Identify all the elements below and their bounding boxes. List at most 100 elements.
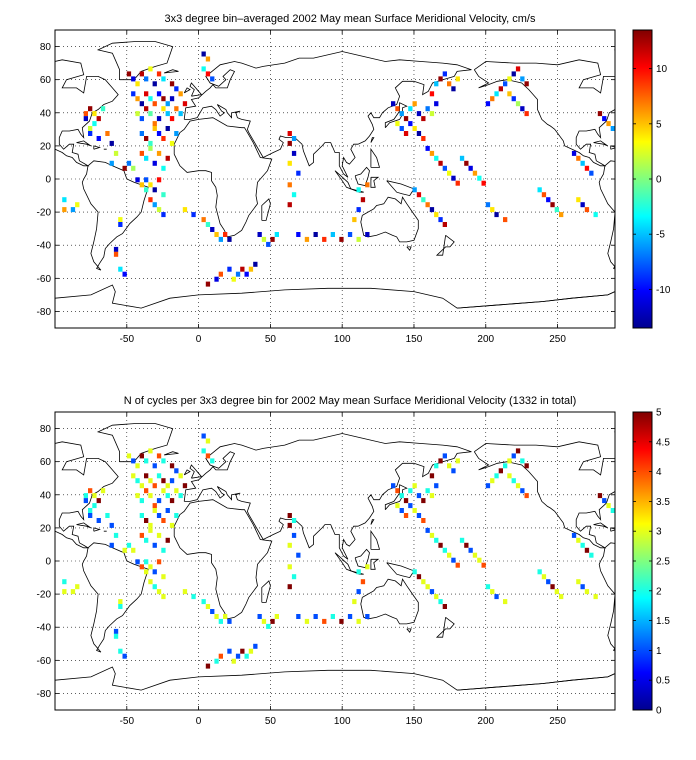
data-cell (191, 212, 196, 218)
data-cell (156, 177, 162, 183)
data-cell (118, 266, 123, 272)
data-cell (92, 121, 97, 127)
colorbar-tick-label: 5 (656, 408, 662, 419)
data-cell (218, 618, 223, 624)
data-cell (178, 493, 183, 499)
x-tick-label: -50 (120, 334, 135, 345)
data-cell (244, 271, 249, 277)
data-cell (451, 468, 456, 474)
coastline (610, 145, 615, 150)
data-cell (214, 276, 219, 282)
data-cell (347, 614, 353, 619)
data-cell (559, 594, 564, 600)
data-cell (131, 473, 136, 479)
data-cell (485, 101, 491, 107)
data-cell (156, 91, 162, 97)
data-cell (169, 522, 175, 528)
data-cell (313, 614, 318, 619)
colorbar-tick-label: 2 (656, 586, 662, 597)
data-cell (148, 145, 153, 151)
data-cell (144, 155, 149, 161)
data-cell (395, 121, 400, 127)
data-cell (152, 463, 157, 469)
y-tick-label: -20 (37, 208, 52, 219)
data-cell (610, 126, 615, 131)
data-cell (352, 599, 357, 605)
data-cell (92, 503, 97, 509)
data-cell (304, 618, 310, 624)
y-tick-label: 20 (40, 141, 52, 152)
data-cell (96, 136, 101, 141)
x-tick-label: 150 (406, 716, 423, 727)
data-cell (403, 498, 409, 504)
data-cell (161, 136, 166, 141)
data-cell (498, 468, 503, 474)
data-cell (507, 76, 512, 82)
data-cell (597, 493, 603, 499)
data-cell (248, 266, 254, 272)
data-cell (118, 599, 123, 605)
data-cell (139, 71, 144, 77)
data-cell (201, 217, 206, 223)
x-tick-label: 0 (196, 334, 202, 345)
coastline (370, 176, 380, 188)
colorbar-tick-label: 3 (656, 527, 662, 538)
data-cell (429, 589, 435, 595)
cycles-colorbar: 0 0.5 1 1.5 2 2.5 3 3.5 4 4.5 5 (632, 408, 670, 717)
data-cell (83, 116, 88, 122)
x-tick-label: 50 (265, 334, 277, 345)
data-cell (227, 648, 232, 654)
data-cell (503, 81, 508, 87)
data-cell (144, 569, 149, 575)
data-cell (602, 116, 607, 122)
y-tick-label: -80 (37, 307, 52, 318)
cycles-map-title: N of cycles per 3x3 degree bin for 2002 … (124, 395, 576, 407)
data-cell (425, 488, 430, 494)
data-cell (494, 473, 499, 479)
data-cell (210, 76, 215, 82)
data-cell (472, 552, 478, 558)
data-cell (485, 584, 491, 590)
data-cell (148, 478, 153, 484)
data-cell (442, 547, 447, 553)
data-cell (105, 131, 110, 136)
data-cell (148, 493, 153, 499)
data-cell (425, 527, 430, 533)
data-cell (511, 71, 516, 77)
y-tick-label: -40 (37, 241, 52, 252)
data-cell (421, 197, 426, 203)
data-cell (490, 96, 495, 102)
data-cell (161, 106, 166, 112)
data-cell (113, 633, 119, 639)
data-cell (438, 217, 443, 223)
data-cell (597, 111, 603, 117)
y-tick-label: 0 (45, 557, 51, 568)
data-cell (161, 76, 166, 82)
data-cell (571, 150, 577, 156)
data-cell (291, 192, 297, 198)
coastline (370, 529, 381, 550)
data-cell (416, 131, 422, 136)
data-cell (161, 594, 166, 600)
y-tick-label: 40 (40, 490, 52, 501)
data-cell (62, 579, 67, 585)
data-cell (174, 106, 179, 112)
coastline (189, 82, 203, 97)
data-cell (399, 493, 404, 499)
data-cell (152, 81, 157, 87)
data-cell (438, 160, 443, 166)
data-cell (118, 648, 123, 654)
data-cell (88, 513, 93, 518)
data-cell (161, 192, 166, 198)
data-cell (148, 448, 153, 454)
data-cell (606, 121, 611, 127)
data-cell (455, 458, 460, 464)
data-cell (152, 483, 157, 489)
data-cell (421, 579, 426, 585)
data-cell (593, 212, 598, 218)
colorbar-tick-label: 10 (656, 64, 668, 75)
x-tick-label: 100 (334, 716, 351, 727)
data-cell (205, 453, 211, 459)
data-cell (274, 232, 279, 237)
data-cell (96, 518, 101, 523)
